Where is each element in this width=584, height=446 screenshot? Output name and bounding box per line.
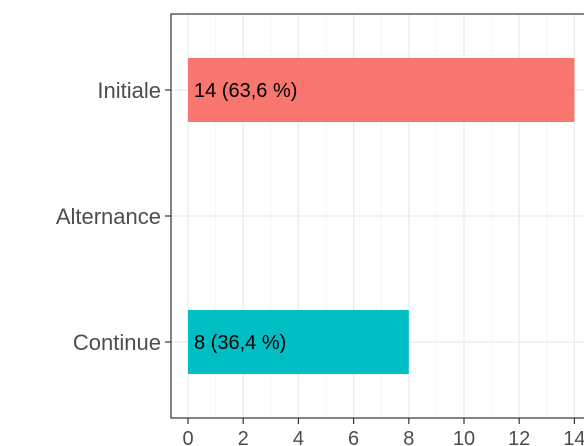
- data-label: 14 (63,6 %): [194, 80, 297, 102]
- x-tick-label: 6: [348, 428, 359, 446]
- bars: 14 (63,6 %) 8 (36,4 %): [188, 58, 575, 374]
- x-tick-label: 0: [182, 428, 193, 446]
- y-tick-label: Alternance: [56, 204, 161, 229]
- y-tick-label: Continue: [73, 330, 161, 355]
- x-axis: 0 2 4 6 8 10 12 14: [182, 418, 584, 446]
- x-tick-label: 4: [293, 428, 304, 446]
- x-tick-label: 2: [238, 428, 249, 446]
- x-tick-label: 10: [453, 428, 475, 446]
- bar: [188, 58, 575, 122]
- bar: [188, 310, 409, 374]
- x-tick-label: 8: [403, 428, 414, 446]
- data-label: 8 (36,4 %): [194, 332, 286, 354]
- x-tick-label: 14: [563, 428, 584, 446]
- y-tick-label: Initiale: [97, 78, 161, 103]
- x-tick-label: 12: [508, 428, 530, 446]
- y-axis: Initiale Alternance Continue: [56, 78, 171, 355]
